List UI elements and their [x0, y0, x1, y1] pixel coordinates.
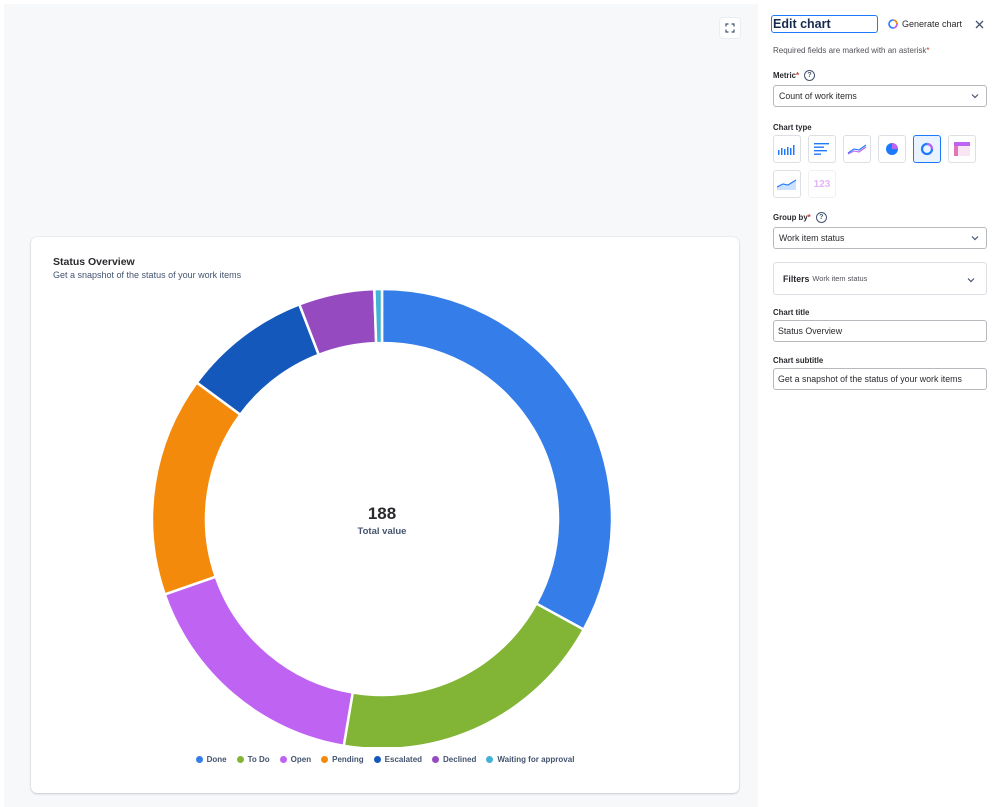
chart-type-number[interactable]: 123: [808, 170, 836, 198]
filters-title: Filters: [783, 273, 810, 284]
donut-slice-to-do[interactable]: [342, 601, 586, 747]
legend-label: Open: [290, 755, 312, 764]
legend-dot: [486, 756, 494, 763]
horizontal-bar-chart-icon: [814, 143, 829, 155]
group-by-label: Group by* ?: [773, 212, 827, 223]
group-by-required-asterisk: *: [807, 213, 811, 222]
metric-label: Metric* ?: [773, 70, 816, 81]
legend-item-done[interactable]: Done: [195, 755, 227, 764]
chevron-down-icon: [971, 94, 979, 99]
legend-item-open[interactable]: Open: [279, 755, 312, 764]
legend-label: To Do: [247, 755, 270, 764]
chart-canvas: Status Overview Get a snapshot of the st…: [4, 4, 758, 807]
chart-type-bar[interactable]: [773, 135, 801, 163]
generate-chart-label: Generate chart: [902, 19, 963, 29]
required-asterisk: *: [926, 46, 930, 55]
metric-select[interactable]: Count of work items: [773, 85, 987, 107]
chart-type-horizontal-bar[interactable]: [808, 135, 836, 163]
legend-label: Done: [206, 755, 227, 764]
ai-sparkle-icon: [888, 19, 898, 29]
chart-type-label: Chart type: [773, 123, 812, 132]
chart-title-label: Chart title: [773, 308, 810, 317]
chart-type-pie[interactable]: [878, 135, 906, 163]
chart-legend: Done To Do Open Pending Escalated Declined Wai…: [31, 755, 739, 764]
filters-summary: Work item status: [812, 274, 868, 283]
legend-item-pending[interactable]: Pending: [321, 755, 364, 764]
legend-label: Waiting for approval: [497, 755, 575, 764]
heatmap-icon: [954, 142, 970, 156]
legend-dot: [321, 756, 329, 763]
edit-chart-panel: Edit chart Generate chart Required field…: [762, 0, 999, 807]
group-by-select[interactable]: Work item status: [773, 227, 987, 249]
group-by-label-text: Group by: [773, 213, 808, 222]
help-icon[interactable]: ?: [815, 212, 827, 223]
donut-slice-done[interactable]: [380, 287, 614, 632]
chart-card: Status Overview Get a snapshot of the st…: [31, 237, 739, 793]
chart-title: Status Overview: [53, 256, 135, 268]
edit-chart-title-input[interactable]: Edit chart: [771, 15, 878, 33]
donut-slice-open[interactable]: [163, 575, 355, 747]
metric-label-text: Metric: [773, 71, 796, 80]
chart-title-input[interactable]: Status Overview: [773, 320, 987, 342]
required-note-text: Required fields are marked with an aster…: [773, 46, 927, 55]
close-panel-button[interactable]: [971, 14, 987, 34]
chevron-down-icon: [967, 278, 975, 283]
legend-item-waiting-for-approval[interactable]: Waiting for approval: [486, 755, 574, 764]
chart-type-donut[interactable]: [913, 135, 941, 163]
chart-subtitle-label: Chart subtitle: [773, 356, 824, 365]
fullscreen-button[interactable]: [720, 18, 740, 38]
legend-item-to-do[interactable]: To Do: [236, 755, 270, 764]
line-chart-icon: [847, 144, 867, 155]
legend-dot: [373, 756, 381, 763]
expand-icon: [725, 23, 735, 33]
generate-chart-button[interactable]: Generate chart: [881, 14, 967, 34]
donut-slice-pending[interactable]: [150, 380, 243, 597]
legend-dot: [195, 756, 203, 763]
number-icon: 123: [813, 178, 831, 190]
chart-subtitle: Get a snapshot of the status of your wor…: [53, 270, 242, 280]
chart-type-area[interactable]: [773, 170, 801, 198]
donut-chart: 188 Total value: [150, 287, 614, 747]
donut-chart-icon: [920, 142, 934, 156]
legend-item-declined[interactable]: Declined: [432, 755, 476, 764]
chevron-down-icon: [971, 236, 979, 241]
area-chart-icon: [777, 179, 797, 190]
total-value: 188: [368, 504, 396, 523]
legend-dot: [432, 756, 440, 763]
legend-item-escalated[interactable]: Escalated: [373, 755, 423, 764]
chart-subtitle-input[interactable]: Get a snapshot of the status of your wor…: [773, 368, 987, 390]
bar-chart-icon: [778, 145, 795, 155]
pie-chart-icon: [886, 143, 898, 155]
filters-expander[interactable]: Filters Work item status: [773, 262, 987, 295]
required-note: Required fields are marked with an aster…: [773, 46, 930, 55]
group-by-select-value: Work item status: [779, 233, 845, 243]
total-label: Total value: [358, 526, 407, 537]
chart-type-line[interactable]: [843, 135, 871, 163]
chart-type-heatmap[interactable]: [948, 135, 976, 163]
legend-label: Escalated: [384, 755, 423, 764]
donut-slice-waiting-for-approval[interactable]: [373, 287, 384, 345]
legend-label: Declined: [443, 755, 477, 764]
legend-dot: [279, 756, 287, 763]
close-icon: [975, 20, 983, 28]
legend-label: Pending: [332, 755, 364, 764]
legend-dot: [236, 756, 244, 763]
metric-select-value: Count of work items: [779, 91, 857, 101]
metric-required-asterisk: *: [795, 71, 800, 80]
help-icon[interactable]: ?: [804, 70, 816, 81]
